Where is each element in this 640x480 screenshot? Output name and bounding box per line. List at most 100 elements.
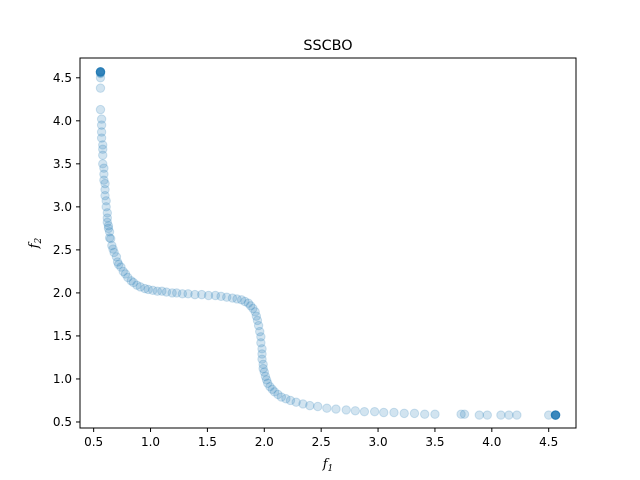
data-point [95, 67, 106, 78]
data-point [550, 410, 561, 420]
x-axis-label: f1 [322, 457, 334, 474]
y-axis-label: f2 [27, 237, 44, 249]
x-tick-label: 3.5 [425, 435, 444, 449]
data-point [152, 286, 163, 296]
data-point [420, 409, 430, 419]
data-point [101, 196, 111, 206]
data-point [252, 315, 263, 326]
data-point [107, 240, 117, 251]
data-point [285, 395, 296, 406]
data-point [109, 247, 119, 258]
data-point [203, 290, 214, 301]
x-tick-label: 1.5 [198, 435, 217, 449]
data-point [116, 262, 126, 272]
plot-frame [79, 57, 577, 429]
data-point [322, 403, 332, 413]
data-point [253, 320, 264, 331]
x-axis-label-base: f [322, 457, 330, 472]
data-point [258, 359, 268, 370]
y-axis-ticks: 0.5 1.0 1.5 2.0 2.5 3.0 3.5 4.0 4.5 [53, 71, 80, 429]
data-point [102, 217, 113, 228]
data-point [474, 410, 484, 420]
data-point [143, 284, 153, 295]
data-point [95, 67, 106, 77]
data-point [250, 307, 260, 317]
data-point [123, 272, 133, 283]
data-point [550, 410, 561, 420]
data-point [167, 288, 177, 298]
data-point [128, 277, 139, 288]
y-tick-label: 1.5 [53, 329, 72, 343]
data-point [101, 202, 111, 212]
data-point [183, 289, 193, 299]
data-point [190, 289, 200, 300]
data-point [313, 401, 323, 412]
data-point [95, 67, 106, 77]
data-point [496, 410, 506, 420]
y-tick-label: 2.0 [53, 286, 72, 300]
data-point [259, 367, 269, 377]
data-point [269, 387, 280, 397]
data-point [98, 140, 108, 150]
x-tick-label: 2.5 [312, 435, 331, 449]
data-point [118, 266, 128, 277]
data-point [257, 349, 267, 359]
data-point [550, 410, 561, 420]
y-axis-label-base: f [27, 241, 42, 249]
data-point [512, 410, 522, 420]
y-tick-label: 4.5 [53, 71, 72, 85]
x-axis-ticks: 0.5 1.0 1.5 2.0 2.5 3.0 3.5 4.0 4.5 [84, 428, 558, 449]
data-point [96, 133, 107, 143]
data-point [100, 190, 110, 201]
data-point [544, 410, 554, 420]
y-tick-label: 3.0 [53, 200, 72, 214]
data-point [265, 382, 275, 392]
y-tick-label: 4.0 [53, 114, 72, 128]
data-point [102, 208, 113, 218]
data-point [281, 394, 291, 404]
data-point [550, 410, 561, 420]
x-tick-label: 4.0 [482, 435, 501, 449]
data-point [255, 326, 265, 337]
data-point [99, 163, 109, 173]
data-point [95, 83, 106, 93]
data-point [263, 378, 273, 388]
data-point [245, 301, 256, 311]
data-point [305, 400, 315, 411]
data-point [96, 114, 107, 124]
data-point [359, 406, 370, 417]
data-point [98, 159, 108, 169]
data-point [112, 257, 123, 267]
data-point [369, 406, 380, 417]
data-point [102, 213, 113, 223]
data-point [161, 287, 172, 297]
data-point [243, 298, 254, 308]
data-point [267, 384, 277, 394]
y-axis-label-sub: 2 [34, 237, 44, 244]
x-tick-label: 1.0 [141, 435, 160, 449]
data-point [399, 408, 409, 419]
data-point [331, 404, 341, 414]
data-point [95, 67, 106, 77]
data-point [389, 407, 399, 418]
data-point [197, 289, 207, 300]
data-point [148, 285, 158, 296]
data-point [95, 73, 106, 83]
data-point [99, 169, 109, 179]
data-point [100, 184, 110, 195]
y-tick-label: 0.5 [53, 415, 72, 429]
data-point [430, 409, 440, 419]
data-point [98, 144, 108, 154]
data-point [95, 67, 106, 78]
data-point [550, 410, 561, 420]
data-point [227, 293, 238, 303]
data-point [96, 127, 107, 137]
x-axis-label-sub: 1 [328, 464, 334, 474]
data-point [550, 410, 561, 420]
data-point [95, 67, 106, 77]
data-point [98, 150, 108, 160]
data-point [216, 291, 226, 302]
data-point [459, 409, 470, 419]
data-point [96, 120, 107, 130]
